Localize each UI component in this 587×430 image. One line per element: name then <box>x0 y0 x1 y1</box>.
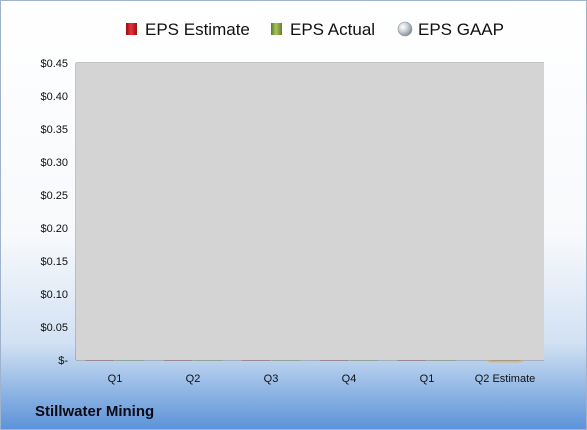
x-tick-label: Q4 <box>342 373 357 385</box>
y-tick-label: $0.40 <box>40 91 68 103</box>
legend-label: EPS Estimate <box>145 20 250 39</box>
y-tick-label: $0.15 <box>40 256 68 268</box>
legend: EPS Estimate EPS Actual EPS GAAP <box>126 20 504 39</box>
x-tick-label: Q3 <box>264 373 279 385</box>
legend-label: EPS Actual <box>290 20 375 39</box>
x-tick-label: Q1 <box>108 373 123 385</box>
y-tick-label: $0.30 <box>40 157 68 169</box>
y-tick-label: $0.20 <box>40 223 68 235</box>
company-name: Stillwater Mining <box>35 403 155 420</box>
legend-swatch-gaap <box>397 21 413 37</box>
y-axis-ticks: $- $0.05 $0.10 $0.15 $0.20 $0.25 $0.30 $0.35 $0.… <box>40 58 68 367</box>
y-tick-label: $0.45 <box>40 58 68 70</box>
x-tick-label: Q1 <box>420 373 435 385</box>
x-tick-label: Q2 <box>186 373 201 385</box>
x-tick-label: Q2 Estimate <box>475 373 536 385</box>
legend-swatch-actual <box>271 23 282 35</box>
plot-background <box>76 63 544 360</box>
y-tick-label: $0.25 <box>40 190 68 202</box>
y-tick-label: $0.05 <box>40 322 68 334</box>
x-axis-ticks: Q1 Q2 Q3 Q4 Q1 Q2 Estimate <box>108 373 536 385</box>
legend-label: EPS GAAP <box>418 20 504 39</box>
y-tick-label: $- <box>58 355 68 367</box>
y-tick-label: $0.10 <box>40 289 68 301</box>
y-tick-label: $0.35 <box>40 124 68 136</box>
legend-swatch-estimate <box>126 23 137 35</box>
